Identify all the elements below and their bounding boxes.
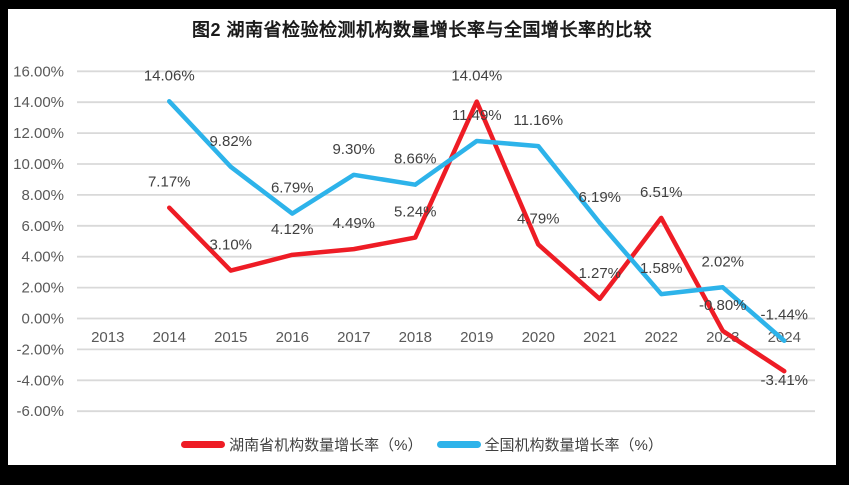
data-label: 2.02% (701, 253, 744, 270)
x-tick-label: 2023 (706, 329, 739, 346)
data-label: -1.44% (760, 307, 808, 324)
data-label: 3.10% (209, 237, 252, 254)
x-tick-label: 2016 (276, 329, 309, 346)
y-tick-label: -2.00% (16, 341, 64, 358)
data-label: 7.17% (148, 174, 191, 191)
x-tick-label: 2015 (214, 329, 247, 346)
data-label: 11.49% (452, 107, 502, 124)
x-tick-label: 2013 (91, 329, 124, 346)
legend-label-national: 全国机构数量增长率（%） (484, 437, 663, 454)
line-chart: 16.00% 14.00% 12.00% 10.00% 8.00% 6.00% 4.00% 2… (13, 63, 815, 420)
data-label: 6.51% (640, 184, 683, 201)
data-label: 6.19% (578, 189, 621, 206)
legend-swatch-national (436, 441, 481, 448)
data-label: 6.79% (271, 180, 314, 197)
x-tick-label: 2020 (522, 329, 555, 346)
x-tick-label: 2014 (153, 329, 186, 346)
x-tick-label: 2021 (583, 329, 616, 346)
legend-label-hunan: 湖南省机构数量增长率（%） (229, 437, 423, 454)
chart-legend: 湖南省机构数量增长率（%） 全国机构数量增长率（%） (8, 434, 836, 455)
y-tick-label: 0.00% (21, 311, 64, 328)
x-axis-labels: 2013 2014 2015 2016 2017 2018 2019 2020 2021 2022… (91, 329, 801, 346)
data-label: -3.41% (760, 372, 808, 389)
data-label: 8.66% (394, 151, 437, 168)
data-label: 4.12% (271, 221, 314, 238)
data-label: 11.16% (513, 112, 563, 129)
data-label: -0.80% (699, 297, 747, 314)
y-axis-labels: 16.00% 14.00% 12.00% 10.00% 8.00% 6.00% 4.00% 2… (13, 63, 64, 420)
data-label: 4.49% (332, 215, 375, 232)
series-line-national (167, 99, 787, 343)
y-tick-label: 14.00% (13, 94, 64, 111)
chart-title: 图2 湖南省检验检测机构数量增长率与全国增长率的比较 (191, 20, 652, 40)
x-tick-label: 2017 (337, 329, 370, 346)
y-tick-label: -6.00% (16, 403, 64, 420)
data-label: 9.82% (209, 133, 252, 150)
data-label: 14.06% (144, 67, 195, 84)
y-tick-label: 8.00% (21, 187, 64, 204)
y-tick-label: 12.00% (13, 125, 64, 142)
legend-item-national: 全国机构数量增长率（%） (436, 434, 663, 455)
data-label: 4.79% (517, 210, 560, 227)
data-label: 14.04% (451, 68, 502, 85)
y-tick-label: 2.00% (21, 280, 64, 297)
x-tick-label: 2019 (460, 329, 493, 346)
x-tick-label: 2022 (645, 329, 678, 346)
y-tick-label: 16.00% (13, 63, 64, 80)
y-tick-label: 4.00% (21, 249, 64, 266)
y-tick-label: -4.00% (16, 372, 64, 389)
y-tick-label: 10.00% (13, 156, 64, 173)
legend-swatch-hunan (181, 441, 226, 448)
series-line-hunan (167, 99, 787, 374)
data-labels: 7.17% 3.10% 4.12% 4.49% 5.24% 14.04% 4.79% 1.27… (144, 67, 808, 389)
data-label: 9.30% (332, 141, 375, 158)
data-label: 1.27% (578, 265, 621, 282)
chart-panel: 图2 湖南省检验检测机构数量增长率与全国增长率的比较 16.00% 14.00% 1… (8, 9, 836, 465)
y-tick-label: 6.00% (21, 218, 64, 235)
data-label: 5.24% (394, 204, 437, 221)
data-label: 1.58% (640, 260, 683, 277)
legend-item-hunan: 湖南省机构数量增长率（%） (181, 434, 423, 455)
x-tick-label: 2018 (399, 329, 432, 346)
